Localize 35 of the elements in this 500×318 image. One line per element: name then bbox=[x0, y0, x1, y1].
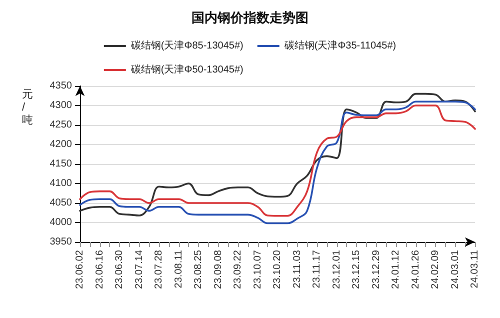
x-tick-label: 24.01.12 bbox=[390, 250, 402, 289]
y-tick-label: 4300 bbox=[50, 100, 72, 111]
y-axis-title: 元/吨 bbox=[22, 88, 33, 126]
x-tick-label: 23.07.28 bbox=[154, 250, 164, 289]
x-tick-label: 23.09.08 bbox=[212, 250, 224, 289]
legend-label: 碳结钢(天津Φ35-11045#) bbox=[283, 40, 396, 52]
y-tick-label: 4350 bbox=[50, 80, 72, 92]
y-tick-label: 4050 bbox=[50, 198, 72, 208]
chart-title: 国内钢价指数走势图 bbox=[192, 10, 308, 25]
x-tick-label: 23.12.29 bbox=[370, 250, 382, 289]
x-tick-label: 23.08.25 bbox=[193, 250, 204, 289]
x-tick-label: 23.10.20 bbox=[272, 250, 283, 289]
x-tick-label: 23.12.15 bbox=[351, 250, 362, 289]
x-tick-label: 23.11.17 bbox=[312, 250, 322, 288]
x-tick-label: 23.08.11 bbox=[173, 250, 184, 288]
y-tick-label: 3950 bbox=[50, 236, 72, 248]
x-tick-label: 23.09.22 bbox=[232, 250, 244, 289]
legend-label: 碳结钢(天津Φ85-13045#) bbox=[130, 40, 244, 52]
y-tick-label: 4150 bbox=[50, 158, 72, 170]
y-tick-label: 4100 bbox=[50, 178, 72, 189]
x-tick-label: 24.02.09 bbox=[430, 250, 441, 289]
legend-label: 碳结钢(天津Φ50-13045#) bbox=[130, 64, 244, 76]
y-tick-label: 4000 bbox=[50, 217, 72, 228]
y-tick-label: 4250 bbox=[50, 120, 72, 130]
x-tick-label: 23.12.01 bbox=[331, 250, 342, 289]
x-tick-label: 24.03.11 bbox=[470, 250, 480, 288]
x-tick-label: 23.07.14 bbox=[134, 250, 145, 289]
x-tick-label: 23.06.02 bbox=[74, 250, 86, 289]
y-tick-label: 4200 bbox=[50, 139, 72, 150]
x-tick-label: 24.01.26 bbox=[410, 250, 422, 289]
x-tick-label: 23.11.03 bbox=[292, 250, 303, 288]
x-tick-label: 24.03.01 bbox=[450, 250, 461, 289]
x-tick-label: 23.10.07 bbox=[252, 250, 264, 289]
x-tick-label: 23.06.16 bbox=[94, 250, 106, 289]
x-tick-label: 23.06.30 bbox=[114, 250, 125, 289]
